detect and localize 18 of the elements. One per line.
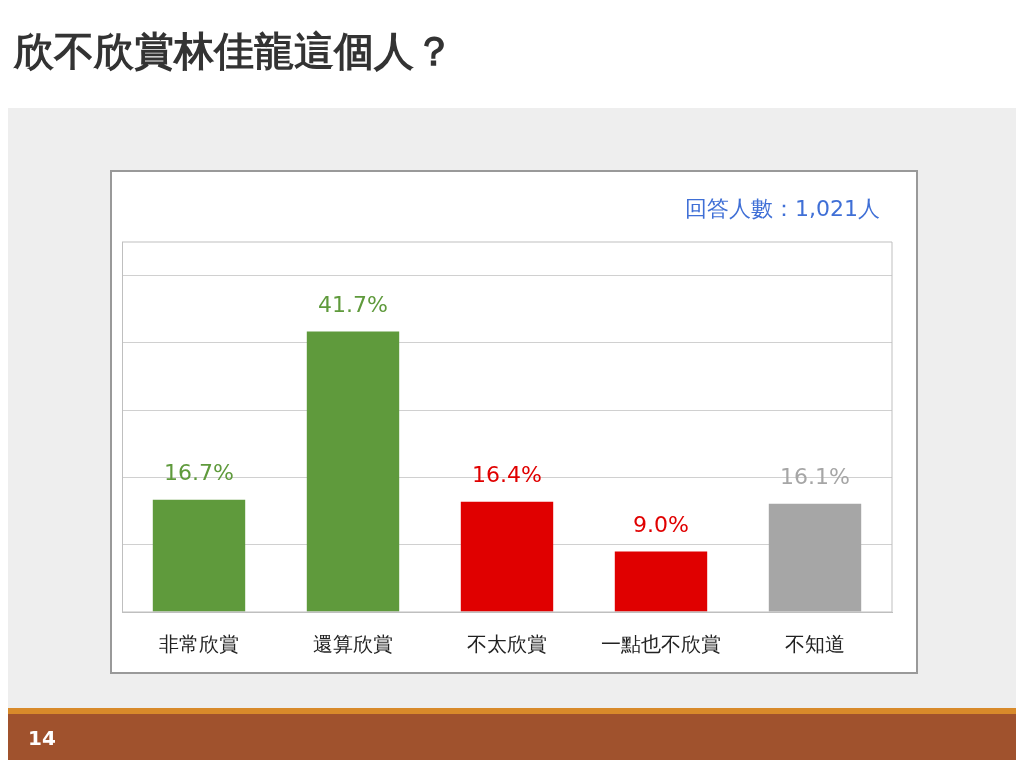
bar [306,331,400,612]
x-tick-label: 還算欣賞 [313,632,393,657]
x-tick-label: 一點也不欣賞 [601,632,721,657]
chart-title: 欣不欣賞林佳龍這個人？ [14,27,455,76]
x-tick-label: 不太欣賞 [467,632,547,657]
text: 14 [28,726,56,750]
bar [460,501,554,612]
bar [614,551,708,612]
bar [768,503,862,612]
data-label: 16.4% [472,462,542,488]
data-label: 16.7% [164,460,234,486]
x-tick-label: 非常欣賞 [159,632,239,657]
data-label: 16.1% [780,464,850,490]
data-label: 41.7% [318,292,388,318]
data-label: 9.0% [633,512,689,538]
x-tick-label: 不知道 [785,632,845,657]
bar [152,499,246,612]
text: 回答人數：1,021人 [685,195,880,223]
